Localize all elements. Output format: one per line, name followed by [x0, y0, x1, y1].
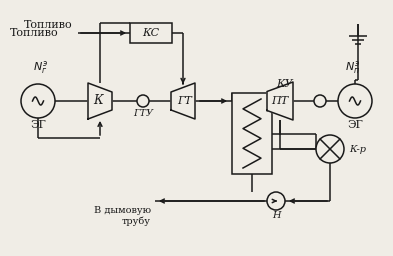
Text: Н: Н	[272, 211, 280, 220]
Bar	[130, 23, 172, 43]
Circle shape	[137, 95, 149, 107]
Text: КС: КС	[142, 28, 160, 38]
Text: Топливо: Топливо	[24, 20, 73, 30]
Text: ГТУ: ГТУ	[133, 110, 153, 119]
Text: К-р: К-р	[349, 144, 366, 154]
Text: Топливо: Топливо	[10, 28, 59, 38]
Text: ПТ: ПТ	[272, 96, 288, 106]
Circle shape	[21, 84, 55, 118]
Circle shape	[314, 95, 326, 107]
Text: КУ: КУ	[276, 79, 293, 89]
Polygon shape	[267, 82, 293, 120]
Text: В дымовую
трубу: В дымовую трубу	[94, 206, 151, 226]
Text: ЭГ: ЭГ	[347, 120, 363, 130]
Polygon shape	[171, 83, 195, 119]
Circle shape	[267, 192, 285, 210]
Bar	[232, 93, 272, 174]
Circle shape	[338, 84, 372, 118]
Text: ГТ: ГТ	[178, 96, 193, 106]
Text: $N_п^э$: $N_п^э$	[345, 59, 360, 76]
Circle shape	[316, 135, 344, 163]
Text: К: К	[93, 94, 103, 108]
Text: $N_г^э$: $N_г^э$	[33, 59, 48, 76]
Text: ЭГ: ЭГ	[30, 120, 46, 130]
Polygon shape	[88, 83, 112, 119]
